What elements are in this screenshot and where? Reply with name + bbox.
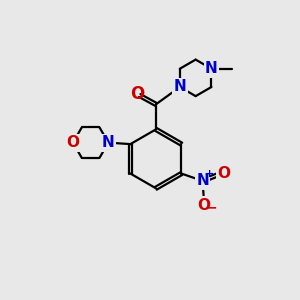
Text: N: N <box>173 80 186 94</box>
Text: N: N <box>196 173 209 188</box>
Text: N: N <box>102 135 115 150</box>
Text: O: O <box>217 166 230 181</box>
Text: +: + <box>204 169 214 179</box>
Text: O: O <box>67 135 80 150</box>
Text: −: − <box>206 200 217 214</box>
Text: O: O <box>198 198 211 213</box>
Text: O: O <box>130 85 144 103</box>
Text: N: N <box>205 61 218 76</box>
